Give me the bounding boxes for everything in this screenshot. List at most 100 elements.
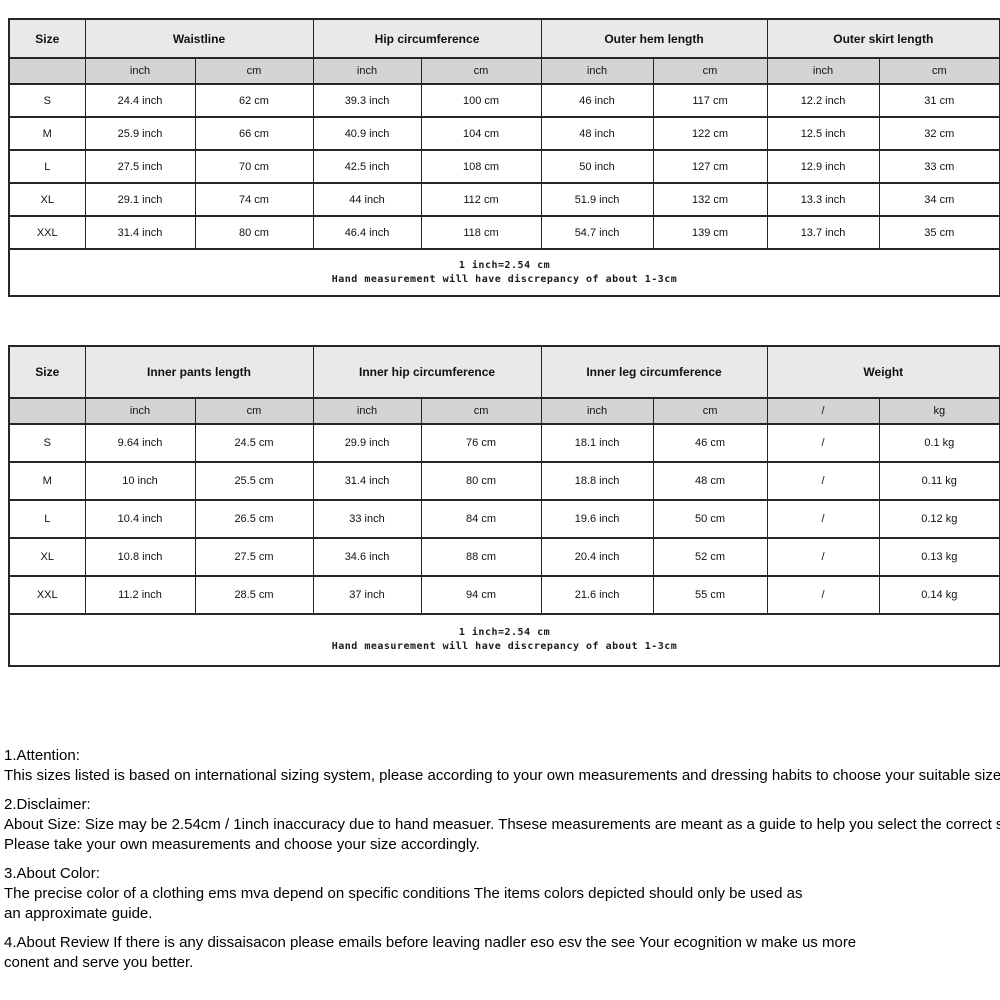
note-paragraph: 4.About Review If there is any dissaisac…	[4, 933, 998, 973]
note-heading: 4.About Review If there is any dissaisac…	[4, 934, 857, 951]
value-cell: 70 cm	[194, 149, 314, 184]
value-cell: 122 cm	[652, 116, 768, 151]
note-paragraph: 2.Disclaimer: About Size: Size may be 2.5…	[4, 795, 1000, 855]
value-cell: 34.6 inch	[312, 537, 422, 577]
value-cell: 132 cm	[652, 182, 768, 217]
value-cell: 74 cm	[194, 182, 314, 217]
measure-group-header: Outer hem length	[540, 18, 768, 59]
value-cell: 27.5 cm	[194, 537, 314, 577]
value-cell: 24.4 inch	[84, 83, 196, 118]
value-cell: 18.8 inch	[540, 461, 654, 501]
value-cell: 31.4 inch	[312, 461, 422, 501]
size-cell: XXL	[8, 575, 86, 615]
table-row: XXL 11.2 inch 28.5 cm 37 inch 94 cm 21.6 inch…	[8, 575, 1000, 615]
table-row: M 25.9 inch 66 cm 40.9 inch 104 cm 48 inch 122…	[8, 116, 1000, 151]
value-cell: 31 cm	[878, 83, 1000, 118]
note-text-line: About Size: Size may be 2.54cm / 1inch i…	[4, 816, 1000, 833]
value-cell: 9.64 inch	[84, 423, 196, 463]
unit-header-cell: inch	[312, 57, 422, 85]
size-cell: M	[8, 116, 86, 151]
table-header: Size Inner pants length Inner hip circumfe…	[8, 345, 1000, 425]
inner-garment-size-table: Size Inner pants length Inner hip circumfe…	[8, 345, 1000, 667]
note-text-line: an approximate guide.	[4, 905, 153, 922]
measure-group-header: Inner hip circumference	[312, 345, 542, 399]
value-cell: 139 cm	[652, 215, 768, 250]
value-cell: 13.3 inch	[766, 182, 880, 217]
value-cell: 12.9 inch	[766, 149, 880, 184]
value-cell: 37 inch	[312, 575, 422, 615]
measure-group-header: Outer skirt length	[766, 18, 1000, 59]
value-cell: 12.2 inch	[766, 83, 880, 118]
unit-header-cell: cm	[420, 57, 542, 85]
value-cell: 46 inch	[540, 83, 654, 118]
table-header: Size Waistline Hip circumference Outer hem …	[8, 18, 1000, 85]
value-cell: 26.5 cm	[194, 499, 314, 539]
value-cell: 84 cm	[420, 499, 542, 539]
value-cell: 104 cm	[420, 116, 542, 151]
footnote-cell: 1 inch=2.54 cm Hand measurement will have…	[8, 248, 1000, 297]
value-cell: 55 cm	[652, 575, 768, 615]
value-cell: 33 inch	[312, 499, 422, 539]
note-paragraph: 1.Attention: This sizes listed is based o…	[4, 746, 1000, 786]
table-row: L 10.4 inch 26.5 cm 33 inch 84 cm 19.6 inch 50…	[8, 499, 1000, 539]
measure-group-header: Weight	[766, 345, 1000, 399]
value-cell: 28.5 cm	[194, 575, 314, 615]
value-cell: 51.9 inch	[540, 182, 654, 217]
value-cell: 80 cm	[420, 461, 542, 501]
value-cell: 40.9 inch	[312, 116, 422, 151]
measure-group-header: Inner leg circumference	[540, 345, 768, 399]
value-cell: /	[766, 461, 880, 501]
table-row: L 27.5 inch 70 cm 42.5 inch 108 cm 50 inch 127…	[8, 149, 1000, 184]
note-paragraph: 3.About Color: The precise color of a clo…	[4, 864, 998, 924]
value-cell: 80 cm	[194, 215, 314, 250]
value-cell: /	[766, 575, 880, 615]
value-cell: 21.6 inch	[540, 575, 654, 615]
value-cell: 76 cm	[420, 423, 542, 463]
value-cell: 0.12 kg	[878, 499, 1000, 539]
value-cell: 62 cm	[194, 83, 314, 118]
unit-header-cell	[8, 397, 86, 425]
note-heading: 2.Disclaimer:	[4, 796, 91, 813]
unit-header-cell: inch	[766, 57, 880, 85]
value-cell: 46.4 inch	[312, 215, 422, 250]
value-cell: 33 cm	[878, 149, 1000, 184]
note-text-line: conent and serve you better.	[4, 954, 194, 971]
value-cell: 0.13 kg	[878, 537, 1000, 577]
footnote-line: Hand measurement will have discrepancy o…	[331, 641, 678, 652]
value-cell: 13.7 inch	[766, 215, 880, 250]
value-cell: 0.14 kg	[878, 575, 1000, 615]
value-cell: 52 cm	[652, 537, 768, 577]
unit-header-cell: inch	[540, 57, 654, 85]
note-text-line: Please take your own measurements and ch…	[4, 836, 480, 853]
value-cell: 46 cm	[652, 423, 768, 463]
measure-group-header: Hip circumference	[312, 18, 542, 59]
footnote-line: Hand measurement will have discrepancy o…	[331, 273, 678, 285]
size-cell: M	[8, 461, 86, 501]
table-row: S 24.4 inch 62 cm 39.3 inch 100 cm 46 inch 117…	[8, 83, 1000, 118]
value-cell: 112 cm	[420, 182, 542, 217]
unit-header-cell	[8, 57, 86, 85]
column-title-row: Size Inner pants length Inner hip circumfe…	[8, 345, 1000, 399]
footnote-cell: 1 inch=2.54 cm Hand measurement will have…	[8, 613, 1000, 667]
value-cell: 108 cm	[420, 149, 542, 184]
size-cell: S	[8, 83, 86, 118]
value-cell: 50 inch	[540, 149, 654, 184]
value-cell: 0.1 kg	[878, 423, 1000, 463]
measure-group-header: Inner pants length	[84, 345, 314, 399]
value-cell: 66 cm	[194, 116, 314, 151]
note-text-line: The precise color of a clothing ems mva …	[4, 885, 803, 902]
unit-header-cell: inch	[84, 397, 196, 425]
value-cell: 94 cm	[420, 575, 542, 615]
unit-header-cell: cm	[878, 57, 1000, 85]
table-footer: 1 inch=2.54 cm Hand measurement will have…	[8, 248, 1000, 297]
unit-header-cell: inch	[84, 57, 196, 85]
value-cell: 42.5 inch	[312, 149, 422, 184]
footnote-row: 1 inch=2.54 cm Hand measurement will have…	[8, 613, 1000, 667]
value-cell: 29.1 inch	[84, 182, 196, 217]
value-cell: 117 cm	[652, 83, 768, 118]
size-column-header: Size	[8, 18, 86, 59]
note-text-line: This sizes listed is based on internatio…	[4, 767, 1000, 784]
unit-header-cell: inch	[312, 397, 422, 425]
value-cell: 25.9 inch	[84, 116, 196, 151]
value-cell: 50 cm	[652, 499, 768, 539]
